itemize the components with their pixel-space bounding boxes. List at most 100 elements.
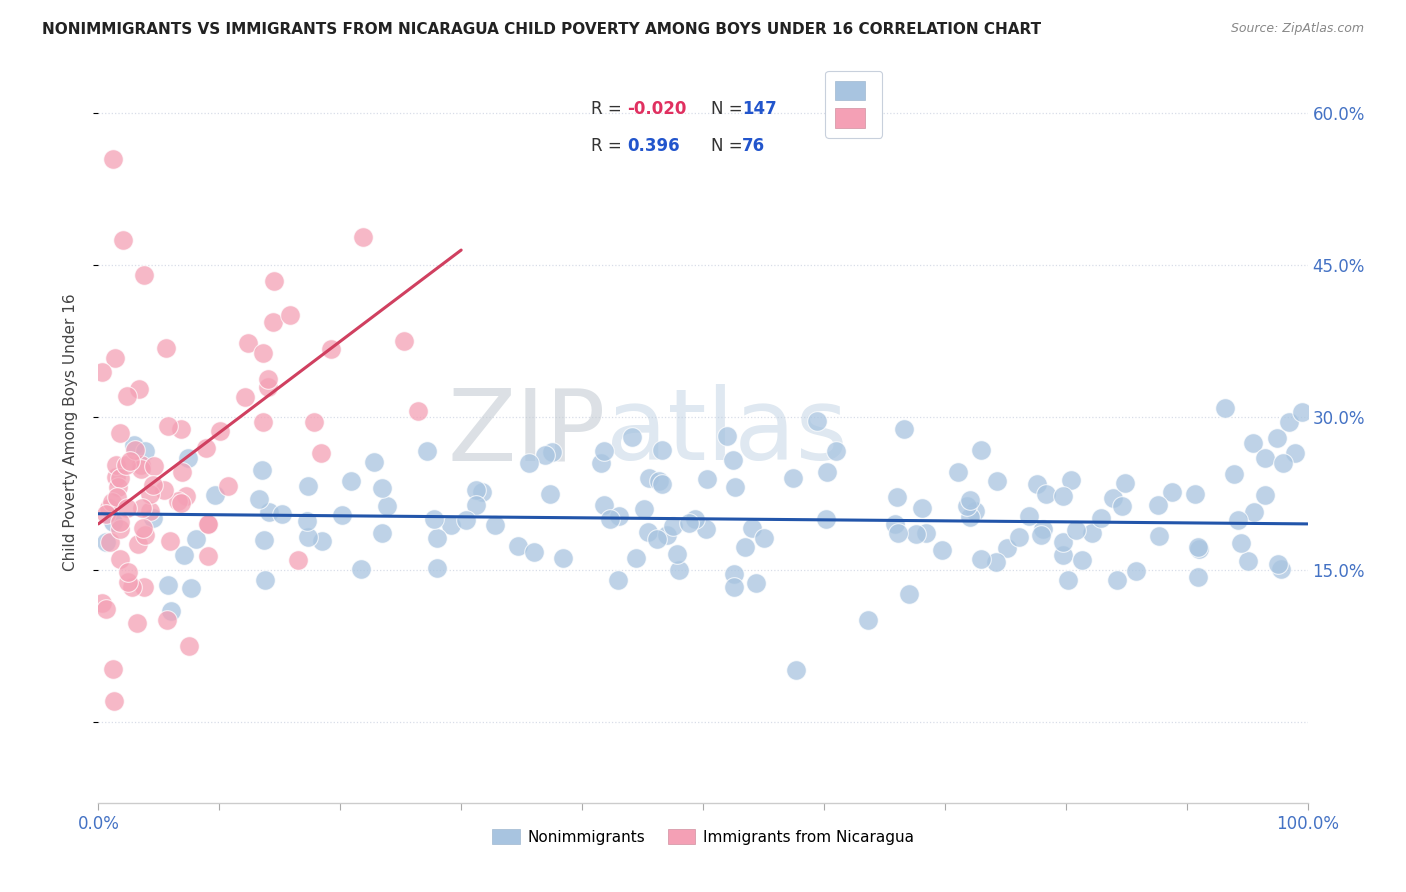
- Point: [1111, 499, 1133, 513]
- Point: [252, 346, 274, 360]
- Point: [1188, 542, 1211, 557]
- Point: [153, 483, 176, 497]
- Text: N =: N =: [711, 137, 748, 155]
- Point: [995, 541, 1018, 556]
- Point: [1147, 498, 1170, 512]
- Point: [297, 530, 319, 544]
- Point: [745, 576, 768, 591]
- Point: [98, 501, 121, 516]
- Point: [591, 456, 613, 470]
- Text: 76: 76: [742, 137, 765, 155]
- Point: [159, 534, 181, 549]
- Point: [734, 540, 756, 554]
- Point: [309, 445, 332, 459]
- Point: [668, 563, 690, 577]
- Point: [984, 555, 1007, 569]
- Point: [186, 532, 208, 546]
- Point: [128, 382, 150, 396]
- Point: [959, 493, 981, 508]
- Point: [741, 521, 763, 535]
- Point: [1254, 488, 1277, 502]
- Point: [270, 507, 292, 521]
- Point: [815, 512, 838, 526]
- Point: [142, 511, 165, 525]
- Point: [132, 521, 155, 535]
- Point: [754, 531, 776, 545]
- Point: [426, 531, 449, 545]
- Point: [721, 453, 744, 467]
- Point: [105, 458, 128, 472]
- Point: [893, 422, 915, 436]
- Point: [124, 442, 146, 457]
- Point: [1243, 506, 1265, 520]
- Point: [645, 533, 668, 547]
- Point: [1029, 528, 1052, 542]
- Point: [105, 470, 128, 484]
- Point: [134, 268, 156, 283]
- Point: [143, 458, 166, 473]
- Text: R =: R =: [591, 100, 627, 118]
- Point: [118, 454, 141, 468]
- Point: [1187, 570, 1209, 584]
- Point: [167, 494, 190, 508]
- Point: [278, 309, 301, 323]
- Point: [599, 511, 621, 525]
- Point: [785, 663, 807, 677]
- Point: [1267, 558, 1289, 572]
- Point: [363, 455, 385, 469]
- Point: [1187, 540, 1209, 554]
- Point: [471, 485, 494, 500]
- Point: [638, 471, 661, 485]
- Point: [1147, 529, 1170, 543]
- Point: [197, 516, 219, 531]
- Point: [454, 513, 477, 527]
- Point: [209, 424, 232, 438]
- Text: NONIMMIGRANTS VS IMMIGRANTS FROM NICARAGUA CHILD POVERTY AMONG BOYS UNDER 16 COR: NONIMMIGRANTS VS IMMIGRANTS FROM NICARAG…: [42, 22, 1042, 37]
- Point: [257, 504, 280, 518]
- Point: [1267, 431, 1289, 445]
- Point: [1223, 467, 1246, 481]
- Point: [523, 545, 546, 559]
- Point: [96, 507, 118, 521]
- Point: [782, 471, 804, 485]
- Point: [696, 472, 718, 486]
- Point: [142, 478, 165, 492]
- Point: [1056, 574, 1078, 588]
- Point: [1184, 487, 1206, 501]
- Point: [253, 533, 276, 547]
- Point: [129, 462, 152, 476]
- Point: [1032, 522, 1054, 536]
- Point: [1284, 446, 1306, 460]
- Point: [263, 274, 285, 288]
- Point: [157, 578, 180, 592]
- Point: [257, 371, 280, 385]
- Point: [101, 662, 124, 676]
- Point: [173, 549, 195, 563]
- Point: [723, 567, 745, 582]
- Text: atlas: atlas: [606, 384, 848, 481]
- Point: [665, 547, 688, 561]
- Text: 147: 147: [742, 100, 776, 118]
- Point: [156, 419, 179, 434]
- Point: [959, 509, 981, 524]
- Point: [155, 341, 177, 355]
- Point: [170, 465, 193, 479]
- Point: [311, 533, 333, 548]
- Point: [506, 539, 529, 553]
- Point: [426, 561, 449, 575]
- Point: [1105, 573, 1128, 587]
- Point: [606, 574, 628, 588]
- Point: [247, 491, 270, 506]
- Point: [806, 414, 828, 428]
- Point: [91, 366, 114, 380]
- Point: [179, 639, 201, 653]
- Point: [1254, 450, 1277, 465]
- Point: [1052, 490, 1074, 504]
- Point: [465, 483, 488, 497]
- Point: [101, 152, 124, 166]
- Point: [91, 596, 114, 610]
- Point: [108, 522, 131, 536]
- Point: [1035, 487, 1057, 501]
- Point: [1278, 416, 1301, 430]
- Point: [370, 481, 392, 495]
